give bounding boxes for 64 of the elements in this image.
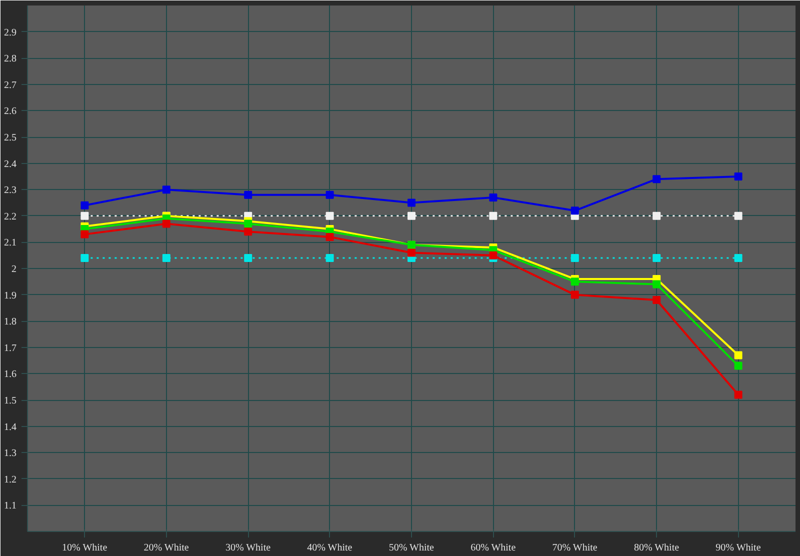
point (326, 254, 334, 262)
x-tick-label: 60% White (470, 542, 516, 554)
y-tick-label: 1.1 (4, 500, 16, 512)
y-tick-label: 2.8 (4, 54, 16, 65)
point (734, 362, 742, 370)
y-tick-label: 1.7 (4, 342, 16, 354)
x-tick-label: 40% White (307, 542, 353, 554)
point (408, 248, 416, 257)
y-tick-label: 1.2 (4, 474, 16, 486)
y-tick-label: 1.4 (4, 422, 16, 433)
point (80, 201, 89, 210)
point (162, 186, 170, 194)
point (244, 228, 252, 236)
point (80, 212, 89, 220)
point (734, 172, 742, 180)
point (162, 254, 170, 262)
x-tick-label: 20% White (144, 542, 190, 554)
y-tick-label: 2 (12, 264, 16, 275)
point (408, 212, 416, 220)
point (326, 232, 334, 241)
point (652, 280, 661, 288)
point (489, 212, 498, 220)
point (80, 254, 89, 262)
y-tick-label: 2.3 (4, 185, 16, 196)
point (80, 230, 89, 238)
y-tick-label: 1.9 (4, 290, 16, 302)
x-tick-label: 90% White (716, 542, 762, 554)
y-tick-label: 1.6 (4, 369, 16, 380)
point (162, 220, 170, 228)
point (326, 212, 334, 220)
y-tick-label: 2.7 (4, 80, 16, 91)
point (489, 251, 498, 260)
point (570, 290, 579, 299)
y-tick-label: 2.6 (4, 106, 16, 118)
point (734, 390, 742, 399)
point (326, 190, 334, 199)
y-tick-label: 2.1 (4, 238, 16, 249)
x-tick-label: 30% White (225, 542, 272, 554)
y-tick-label: 1.5 (4, 396, 16, 406)
x-tick-label: 10% White (62, 542, 108, 554)
point (244, 220, 252, 228)
point (734, 254, 742, 262)
point (652, 212, 661, 220)
y-tick-label: 2.5 (4, 132, 16, 144)
point (570, 206, 579, 215)
x-tick-label: 70% White (552, 542, 598, 554)
y-tick-label: 1.3 (4, 448, 16, 460)
point (244, 254, 252, 262)
y-tick-label: 2.4 (4, 158, 16, 170)
y-tick-label: 2.2 (4, 211, 16, 222)
point (489, 193, 498, 202)
point (652, 175, 661, 184)
point (244, 190, 252, 199)
point (652, 296, 661, 304)
x-tick-label: 50% White (388, 542, 435, 554)
y-tick-label: 1.8 (4, 316, 16, 328)
x-tick-label: 80% White (634, 542, 680, 554)
point (652, 254, 661, 262)
point (408, 198, 416, 207)
point (570, 278, 579, 286)
point (570, 254, 579, 262)
point (734, 212, 742, 220)
point (734, 351, 742, 360)
y-tick-label: 2.9 (4, 27, 16, 38)
